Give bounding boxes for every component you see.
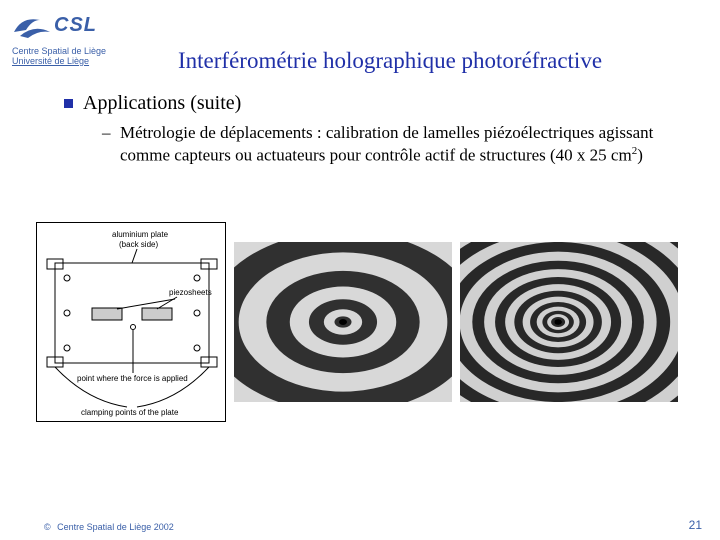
logo-swoosh-icon <box>12 10 52 40</box>
bullet-text: Applications (suite) <box>83 92 241 115</box>
org-line-1: Centre Spatial de Liège <box>12 46 172 56</box>
bullet-square-icon <box>64 99 73 108</box>
subbullet-part-a: Métrologie de déplacements : calibration… <box>120 123 653 165</box>
bullet-level-1: Applications (suite) <box>64 92 241 115</box>
svg-text:clamping points of the plate: clamping points of the plate <box>81 408 179 417</box>
header: CSL Centre Spatial de Liège Université d… <box>12 8 172 66</box>
org-line-2: Université de Liège <box>12 56 172 66</box>
diagram-label-plate: aluminium plate <box>112 230 169 239</box>
images-row: aluminium plate (back side) piezosheets … <box>36 222 678 422</box>
schematic-diagram: aluminium plate (back side) piezosheets … <box>36 222 226 422</box>
slide-title: Interférométrie holographique photoréfra… <box>178 48 602 74</box>
dash-icon: – <box>102 122 111 144</box>
logo: CSL <box>12 8 102 42</box>
subbullet-part-b: ) <box>637 146 643 165</box>
logo-text: CSL <box>54 14 97 37</box>
subbullet-level-2: – Métrologie de déplacements : calibrati… <box>120 122 680 167</box>
diagram-label-platesub: (back side) <box>119 240 158 249</box>
svg-text:point where the force is appli: point where the force is applied <box>77 374 188 383</box>
footer-text: Centre Spatial de Liège 2002 <box>57 522 174 532</box>
fringe-pattern-left <box>234 242 452 402</box>
page-number: 21 <box>689 518 702 532</box>
copyright-icon: © <box>44 522 51 532</box>
fringe-pattern-right <box>460 242 678 402</box>
footer: © Centre Spatial de Liège 2002 <box>44 522 174 532</box>
svg-text:piezosheets: piezosheets <box>169 288 212 297</box>
